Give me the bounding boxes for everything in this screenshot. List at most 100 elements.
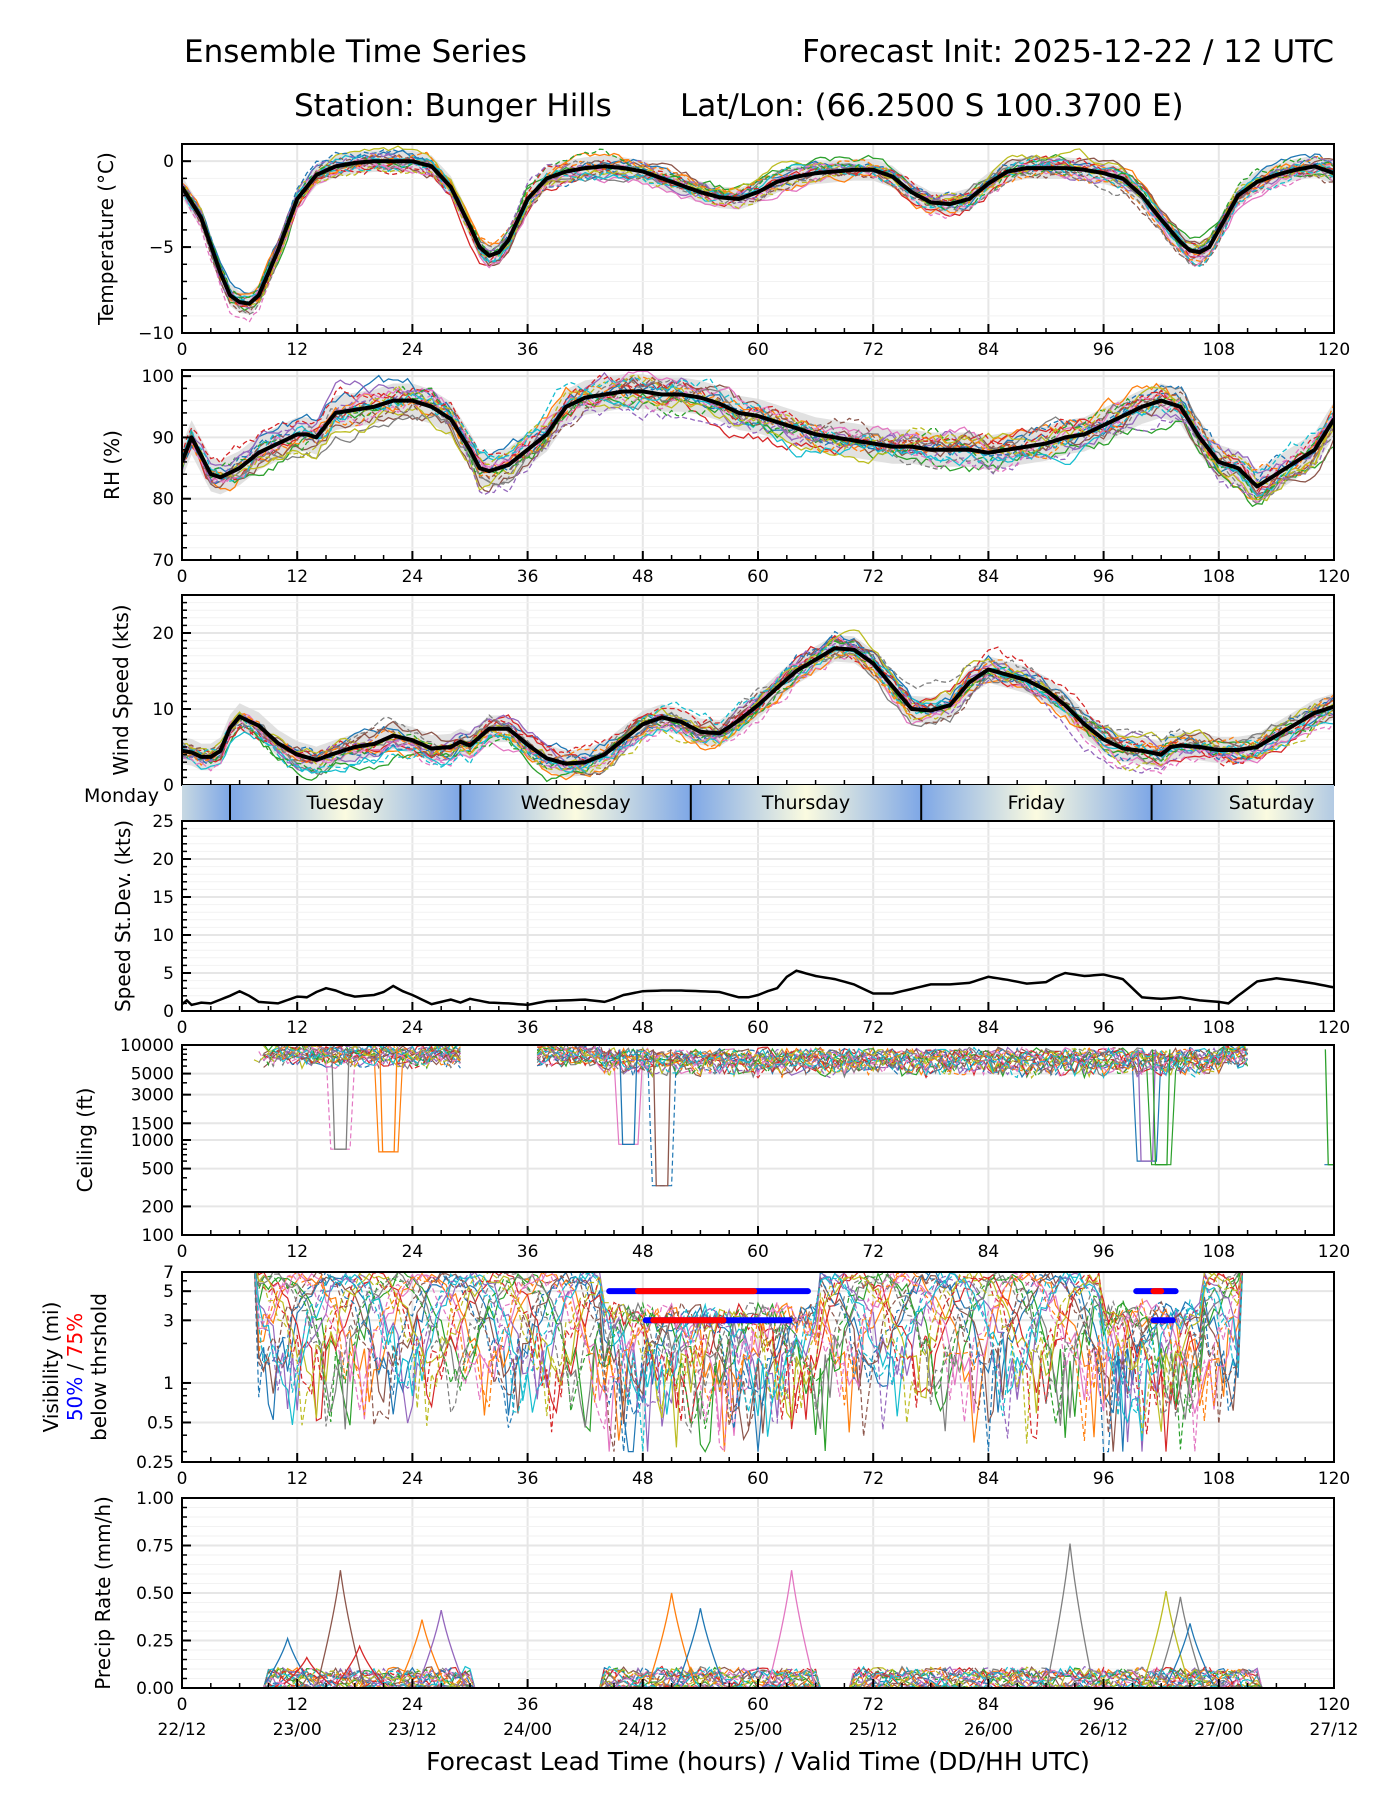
ensemble-member-line [182, 384, 1334, 496]
ensemble-member-line [182, 374, 1334, 493]
y-axis-label-levels: 50% / 75% [63, 1313, 87, 1421]
panel-precip_rate: 0.00 0.25 0.50 0.75 1.00 0 12 24 36 48 60 72 84 96 108… [91, 1489, 1350, 1715]
ensemble-member-line [254, 1272, 1244, 1439]
x-tick-label: 0 [177, 1018, 188, 1038]
x-tick-label: 72 [862, 1469, 884, 1489]
y-axis-label: Visibility (mi) [39, 1302, 63, 1433]
x-tick-label: 0 [177, 567, 188, 587]
y-tick-label: 5 [163, 1282, 174, 1302]
day-band-cells [182, 785, 1334, 820]
x-tick-label: 72 [862, 567, 884, 587]
valid-time-label: 26/00 [964, 1720, 1013, 1740]
x-tick-label: 24 [402, 340, 424, 360]
x-tick-label: 0 [177, 1469, 188, 1489]
y-tick-label: 0.5 [147, 1413, 174, 1433]
x-tick-label: 72 [862, 1242, 884, 1262]
ensemble-member-line [182, 390, 1334, 485]
x-tick-label: 120 [1318, 1695, 1350, 1715]
ensemble-member-line [263, 1045, 1249, 1079]
x-tick-label: 108 [1203, 1695, 1235, 1715]
y-tick-label: 1.00 [136, 1489, 174, 1509]
valid-time-label: 25/00 [734, 1720, 783, 1740]
y-tick-label: 0 [163, 152, 174, 172]
y-tick-label: −10 [138, 324, 174, 344]
x-tick-label: 60 [747, 1695, 769, 1715]
x-tick-label: 12 [286, 1018, 308, 1038]
ensemble-member-line [256, 1272, 1243, 1444]
x-tick-label: 48 [632, 1469, 654, 1489]
precip-peak-line [1156, 1596, 1205, 1685]
panel-wind_speed: 0 10 20 Wind Speed (kts) [109, 594, 1335, 796]
y-axis-label: Speed St.Dev. (kts) [111, 820, 135, 1012]
x-tick-label: 96 [1093, 567, 1115, 587]
y-tick-label: 3000 [131, 1086, 174, 1106]
ensemble-member-line [255, 1272, 1241, 1450]
ensemble-member-line [182, 374, 1334, 487]
y-tick-label: 10 [152, 700, 174, 720]
x-tick-label: 96 [1093, 1469, 1115, 1489]
x-axis-title: Forecast Lead Time (hours) / Valid Time … [426, 1747, 1090, 1776]
forecast-init: Forecast Init: 2025-12-22 / 12 UTC [802, 34, 1334, 70]
x-tick-label: 48 [632, 340, 654, 360]
precip-peak-line [336, 1644, 384, 1685]
precip-peak-line [676, 1608, 725, 1685]
x-tick-label: 120 [1318, 340, 1350, 360]
x-tick-label: 72 [862, 1018, 884, 1038]
level-75-label: 75% [63, 1313, 87, 1357]
y-tick-label: 0 [163, 776, 174, 796]
ensemble-member-line [182, 159, 1334, 316]
precip-peak-line [647, 1592, 696, 1685]
day-cell [690, 785, 922, 820]
ensemble-member-line [182, 1665, 1334, 1688]
ceiling-dip-line [379, 1049, 398, 1153]
y-tick-label: 10 [152, 926, 174, 946]
x-tick-label: 84 [978, 1242, 1000, 1262]
x-tick-label: 36 [517, 1695, 539, 1715]
day-cell [460, 785, 691, 820]
ensemble-member-line [182, 640, 1334, 772]
ensemble-member-line [253, 1045, 1249, 1080]
y-tick-label: 15 [152, 888, 174, 908]
y-tick-label: 1500 [131, 1114, 174, 1134]
x-tick-label: 36 [517, 1242, 539, 1262]
day-cell [182, 785, 230, 820]
y-tick-label: 100 [142, 367, 174, 387]
valid-time-label: 27/12 [1310, 1720, 1359, 1740]
x-tick-label: 24 [402, 1242, 424, 1262]
x-tick-label: 120 [1318, 567, 1350, 587]
precip-peak-line [1142, 1590, 1190, 1685]
ensemble-mean-line [182, 646, 1334, 766]
x-tick-label: 12 [286, 1242, 308, 1262]
day-cell [921, 785, 1152, 820]
ensemble-member-line [182, 155, 1334, 310]
x-tick-label: 108 [1203, 1018, 1235, 1038]
x-tick-label: 84 [978, 1018, 1000, 1038]
y-tick-label: 1000 [131, 1131, 174, 1151]
x-tick-label: 36 [517, 1018, 539, 1038]
x-tick-label: 48 [632, 1242, 654, 1262]
ensemble-member-line [253, 1272, 1243, 1453]
ensemble-member-line [254, 1272, 1244, 1453]
valid-time-label: 26/12 [1079, 1720, 1128, 1740]
y-tick-label: 100 [142, 1226, 174, 1246]
y-tick-label: 5 [163, 964, 174, 984]
valid-time-label: 22/12 [158, 1720, 207, 1740]
y-tick-label: 500 [142, 1160, 174, 1180]
ceiling-dip-line [1151, 1049, 1171, 1166]
y-tick-label: 0.25 [136, 1453, 174, 1473]
x-tick-label: 96 [1093, 340, 1115, 360]
x-tick-label: 24 [402, 567, 424, 587]
day-label: Saturday [1229, 792, 1315, 814]
x-tick-label: 84 [978, 567, 1000, 587]
y-axis-label: Wind Speed (kts) [109, 604, 133, 775]
x-tick-label: 120 [1318, 1469, 1350, 1489]
precip-peak-line [1166, 1623, 1214, 1685]
ceiling-dip-line [1324, 1049, 1334, 1166]
y-tick-label: 0.75 [136, 1537, 174, 1557]
ensemble-mean-line [182, 159, 1334, 306]
ensemble-member-line [182, 1666, 1334, 1688]
ensemble-member-line [254, 1272, 1243, 1452]
x-tick-label: 108 [1203, 340, 1235, 360]
y-tick-label: 0.25 [136, 1632, 174, 1652]
ensemble-member-line [182, 151, 1334, 308]
